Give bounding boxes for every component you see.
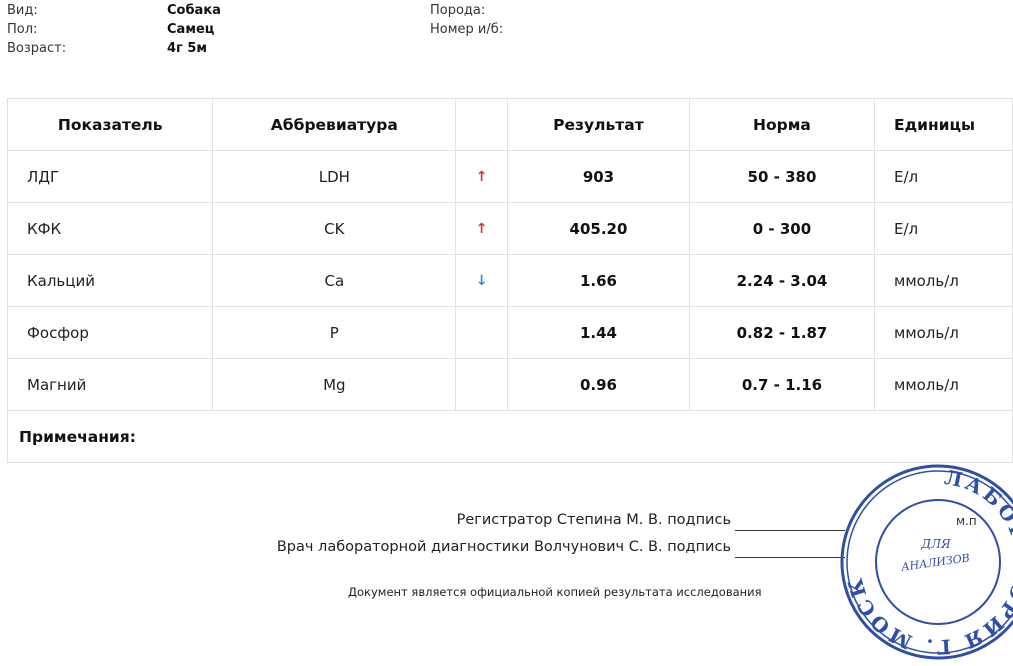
flag-cell (455, 306, 508, 359)
norm-range: 0.82 - 1.87 (688, 306, 876, 359)
abbreviation: P (212, 306, 457, 359)
table-row: ЛДГ LDH ↑ 903 50 - 380 Е/л (6, 150, 1013, 203)
results-table: Показатель Аббревиатура Результат Норма … (6, 98, 1013, 463)
header-flag (455, 98, 508, 151)
table-row: Магний Mg 0.96 0.7 - 1.16 ммоль/л (6, 358, 1013, 411)
abbreviation: LDH (212, 150, 457, 203)
registrar-signature-line (735, 530, 845, 531)
result-value: 405.20 (506, 202, 690, 255)
unit: ммоль/л (874, 306, 1013, 359)
unit: ммоль/л (874, 254, 1013, 307)
disclaimer-text: Документ является официальной копией рез… (348, 585, 762, 599)
flag-cell (455, 358, 508, 411)
abbreviation: Mg (212, 358, 457, 411)
header-units: Единицы (874, 98, 1013, 151)
indicator-name: Фосфор (6, 306, 214, 359)
table-header-row: Показатель Аббревиатура Результат Норма … (6, 98, 1013, 151)
result-value: 0.96 (506, 358, 690, 411)
svg-text:ДЛЯ: ДЛЯ (920, 537, 951, 551)
header-result: Результат (506, 98, 690, 151)
unit: Е/л (874, 150, 1013, 203)
indicator-name: ЛДГ (6, 150, 214, 203)
arrow-up-icon: ↑ (455, 202, 508, 255)
arrow-up-icon: ↑ (455, 150, 508, 203)
unit: Е/л (874, 202, 1013, 255)
doctor-signature-line (735, 557, 845, 558)
result-value: 903 (506, 150, 690, 203)
breed-label: Порода: (430, 3, 486, 18)
age-value: 4г 5м (167, 41, 208, 56)
age-label: Возраст: (7, 41, 67, 56)
indicator-name: КФК (6, 202, 214, 255)
header-norm: Норма (688, 98, 876, 151)
seal-icon: ЛАБОРАТОРИЯ Г. МОСКВА ИНН 7719113 ДЛЯ АН… (802, 423, 1013, 666)
norm-range: 0 - 300 (688, 202, 876, 255)
svg-text:АНАЛИЗОВ: АНАЛИЗОВ (899, 551, 970, 574)
norm-range: 50 - 380 (688, 150, 876, 203)
table-row: Фосфор P 1.44 0.82 - 1.87 ммоль/л (6, 306, 1013, 359)
species-label: Вид: (7, 3, 38, 18)
norm-range: 2.24 - 3.04 (688, 254, 876, 307)
table-row: Кальций Ca ↓ 1.66 2.24 - 3.04 ммоль/л (6, 254, 1013, 307)
sex-label: Пол: (7, 22, 38, 37)
abbreviation: CK (212, 202, 457, 255)
registrar-signature-text: Регистратор Степина М. В. подпись (456, 512, 731, 528)
header-abbreviation: Аббревиатура (212, 98, 457, 151)
indicator-name: Кальций (6, 254, 214, 307)
notes-row: Примечания: (7, 410, 1013, 463)
stamp-seal: ЛАБОРАТОРИЯ Г. МОСКВА ИНН 7719113 ДЛЯ АН… (802, 423, 1013, 666)
record-number-label: Номер и/б: (430, 22, 504, 37)
table-row: КФК CK ↑ 405.20 0 - 300 Е/л (6, 202, 1013, 255)
header-indicator: Показатель (6, 98, 214, 151)
result-value: 1.44 (506, 306, 690, 359)
sex-value: Самец (167, 22, 215, 37)
species-value: Собака (167, 3, 221, 18)
seal-mark-label: м.п (956, 514, 977, 528)
doctor-signature-text: Врач лабораторной диагностики Волчунович… (276, 539, 731, 555)
indicator-name: Магний (6, 358, 214, 411)
unit: ммоль/л (874, 358, 1013, 411)
result-value: 1.66 (506, 254, 690, 307)
notes-label: Примечания: (7, 410, 1013, 463)
arrow-down-icon: ↓ (455, 254, 508, 307)
norm-range: 0.7 - 1.16 (688, 358, 876, 411)
abbreviation: Ca (212, 254, 457, 307)
